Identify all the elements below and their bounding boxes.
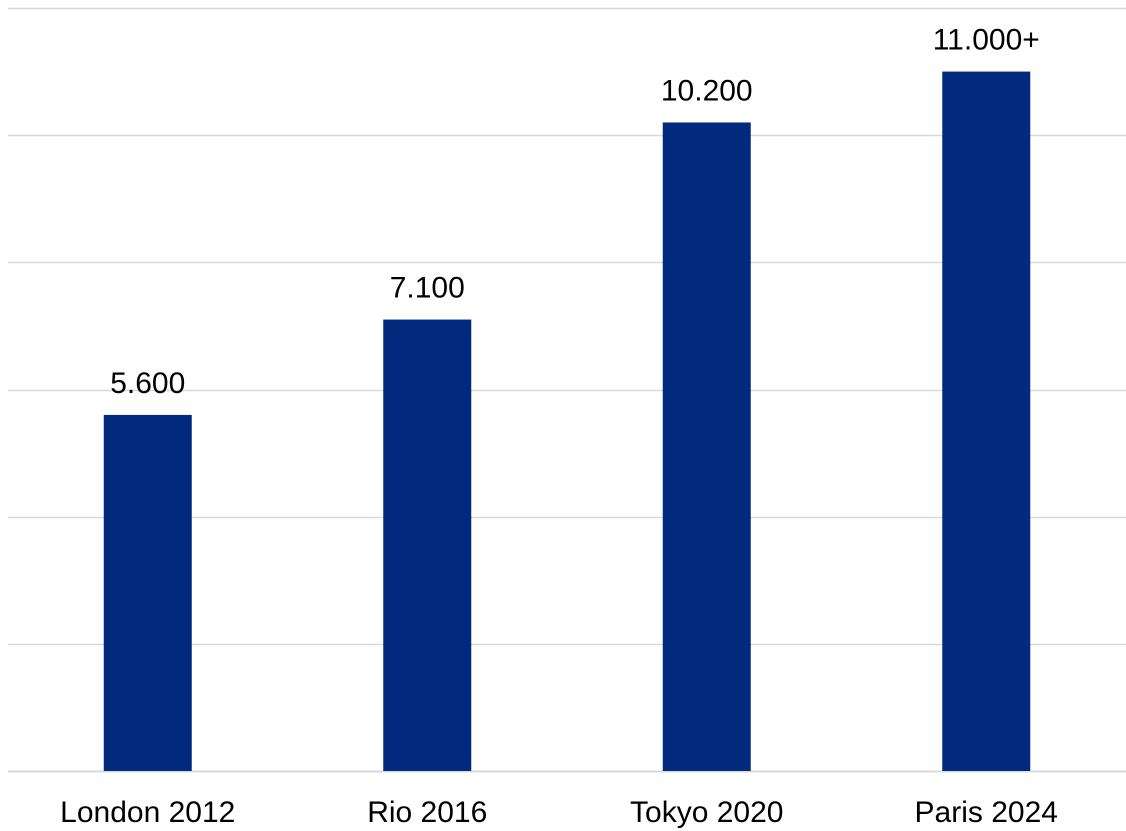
tick-label-layer: London 2012 Rio 2016 Tokyo 2020 Paris 2024 [60,796,1058,829]
data-label: 11.000+ [933,24,1040,57]
bar-rio-2016 [383,319,472,771]
data-label: 7.100 [390,272,465,305]
data-label: 5.600 [110,367,185,400]
data-label: 10.200 [661,74,753,107]
bar-tokyo-2020 [662,122,751,771]
bar-paris-2024 [942,71,1031,772]
x-tick-label: Paris 2024 [915,796,1058,829]
x-tick-label: London 2012 [60,796,235,829]
bar-layer [103,71,1031,772]
x-tick-label: Rio 2016 [367,796,487,829]
x-tick-label: Tokyo 2020 [630,796,783,829]
value-label-layer: 5.600 7.100 10.200 11.000+ [110,24,1040,400]
bar-london-2012 [103,414,192,771]
